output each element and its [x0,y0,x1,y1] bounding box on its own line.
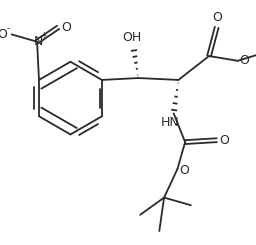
Text: +: + [40,31,47,40]
Text: O: O [0,27,8,40]
Text: N: N [33,35,43,48]
Text: -: - [7,24,10,33]
Text: O: O [240,54,249,67]
Text: O: O [179,164,189,177]
Text: OH: OH [122,31,141,44]
Text: HN: HN [161,116,179,129]
Text: O: O [61,21,71,34]
Text: O: O [213,11,223,24]
Text: O: O [219,134,229,147]
